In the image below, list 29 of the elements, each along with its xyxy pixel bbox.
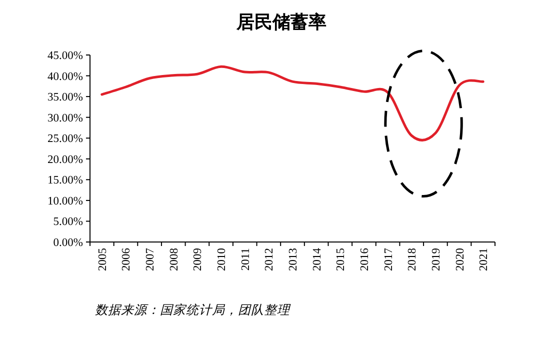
x-tick-label: 2016	[358, 248, 371, 271]
y-tick-label: 45.00%	[48, 50, 84, 62]
y-tick-label: 40.00%	[48, 70, 84, 83]
x-tick-label: 2006	[120, 248, 133, 271]
x-tick-label: 2012	[264, 248, 276, 271]
x-tick-label: 2019	[430, 248, 442, 271]
y-tick-label: 15.00%	[48, 174, 84, 187]
x-tick-label: 2021	[478, 248, 490, 271]
y-tick-label: 0.00%	[53, 237, 84, 249]
x-tick-label: 2017	[382, 248, 395, 271]
y-tick-label: 5.00%	[53, 216, 84, 228]
x-tick-label: 2005	[96, 248, 109, 271]
x-tick-label: 2018	[406, 248, 419, 271]
x-tick-label: 2013	[288, 248, 300, 271]
y-tick-label: 20.00%	[48, 154, 84, 166]
chart-title: 居民储蓄率	[236, 12, 326, 32]
x-tick-label: 2007	[144, 248, 157, 271]
x-tick-label: 2020	[454, 248, 466, 271]
y-tick-label: 30.00%	[48, 112, 84, 124]
y-tick-label: 25.00%	[48, 133, 84, 146]
y-tick-label: 35.00%	[48, 92, 84, 104]
y-tick-label: 10.00%	[48, 195, 84, 208]
x-tick-label: 2011	[240, 248, 252, 271]
x-tick-label: 2010	[216, 248, 228, 271]
source-note: 数据来源：国家统计局，团队整理	[95, 303, 291, 317]
x-tick-label: 2008	[168, 248, 180, 271]
x-tick-label: 2014	[311, 248, 324, 271]
x-tick-label: 2015	[335, 248, 348, 271]
x-tick-label: 2009	[192, 248, 204, 271]
